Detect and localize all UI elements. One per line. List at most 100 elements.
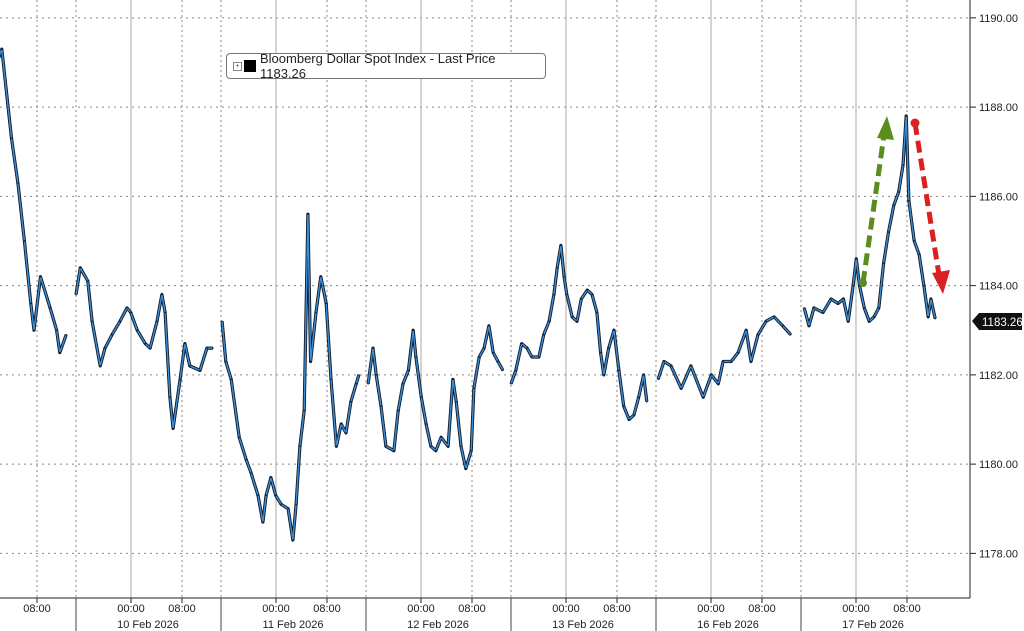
data-point [710, 374, 713, 376]
x-tick-label: 08:00 [313, 603, 341, 615]
data-point [372, 347, 374, 349]
data-point [492, 351, 494, 354]
data-point [250, 472, 252, 474]
data-point [75, 293, 77, 296]
data-point [596, 311, 598, 314]
data-point [23, 240, 26, 242]
data-point [642, 374, 645, 376]
data-point [930, 298, 932, 300]
data-point [397, 409, 400, 412]
data-point [452, 378, 454, 381]
data-point [307, 213, 309, 216]
data-point [292, 539, 294, 541]
data-point [520, 342, 523, 345]
data-point [287, 507, 289, 510]
x-date-label: 11 Feb 2026 [263, 619, 324, 631]
candle-trace [220, 212, 361, 542]
data-point [402, 382, 404, 385]
data-point [65, 333, 68, 336]
data-point [206, 347, 208, 349]
data-point [99, 365, 101, 367]
data-point [309, 360, 312, 363]
data-point [887, 231, 890, 233]
data-point [745, 329, 747, 332]
data-point [407, 369, 410, 372]
y-tick-label: 1186.00 [979, 191, 1018, 203]
data-point [265, 494, 267, 497]
data-point [478, 356, 481, 358]
data-point [358, 374, 360, 376]
plus-box-icon[interactable]: + [233, 61, 242, 71]
data-point [553, 293, 555, 296]
x-tick-label: 08:00 [458, 603, 486, 615]
data-point [355, 382, 358, 385]
data-point [690, 365, 692, 367]
data-point [136, 329, 138, 332]
data-point [303, 409, 305, 412]
data-point [17, 182, 19, 184]
data-point [873, 316, 875, 318]
data-point [430, 445, 432, 448]
data-point [104, 347, 106, 349]
data-point [330, 378, 332, 381]
data-point [225, 360, 227, 363]
data-point [59, 351, 61, 354]
annotations [859, 116, 950, 294]
data-point [591, 293, 593, 296]
candle-trace [656, 315, 792, 399]
x-tick-label: 00:00 [262, 603, 290, 615]
price-line [221, 213, 360, 541]
data-point [548, 320, 550, 323]
x-date-label: 16 Feb 2026 [697, 619, 759, 631]
data-point [905, 115, 907, 117]
legend-swatch [244, 60, 256, 72]
data-point [757, 333, 759, 336]
data-point [560, 244, 562, 247]
data-point [188, 365, 191, 367]
legend-label: Bloomberg Dollar Spot Index - Last Price… [259, 51, 496, 81]
data-point [613, 329, 615, 332]
data-point [111, 333, 113, 336]
last-price-tag: 1183.26 [972, 313, 1023, 330]
data-point [460, 445, 462, 448]
price-line [75, 267, 213, 430]
data-point [325, 302, 327, 305]
data-point [717, 382, 720, 385]
data-point [156, 320, 158, 323]
data-point [119, 320, 121, 323]
data-point [566, 293, 568, 296]
price-line [0, 48, 67, 354]
price-line [657, 316, 792, 398]
data-point [221, 320, 223, 323]
data-point [722, 360, 724, 363]
data-point [863, 307, 866, 309]
x-tick-label: 08:00 [748, 603, 776, 615]
data-point [882, 262, 885, 265]
data-point [172, 427, 174, 430]
data-point [79, 266, 82, 269]
data-point [380, 405, 382, 407]
data-point [345, 432, 347, 434]
data-point [908, 200, 910, 202]
data-point [179, 378, 181, 381]
price-series [0, 47, 937, 542]
data-point [822, 311, 824, 314]
candle-trace [0, 47, 68, 355]
data-point [299, 445, 301, 448]
data-point [808, 324, 810, 327]
data-point [852, 284, 854, 287]
data-point [580, 298, 583, 300]
data-point [670, 365, 672, 367]
x-date-label: 12 Feb 2026 [407, 619, 469, 631]
data-point [542, 333, 545, 336]
data-point [385, 445, 387, 448]
data-point [586, 289, 589, 291]
legend[interactable]: + Bloomberg Dollar Spot Index - Last Pri… [226, 51, 546, 81]
data-point [789, 333, 792, 336]
data-point [483, 347, 485, 349]
data-point [455, 400, 457, 403]
data-point [618, 369, 620, 372]
data-point [315, 311, 317, 314]
x-tick-label: 08:00 [168, 603, 196, 615]
